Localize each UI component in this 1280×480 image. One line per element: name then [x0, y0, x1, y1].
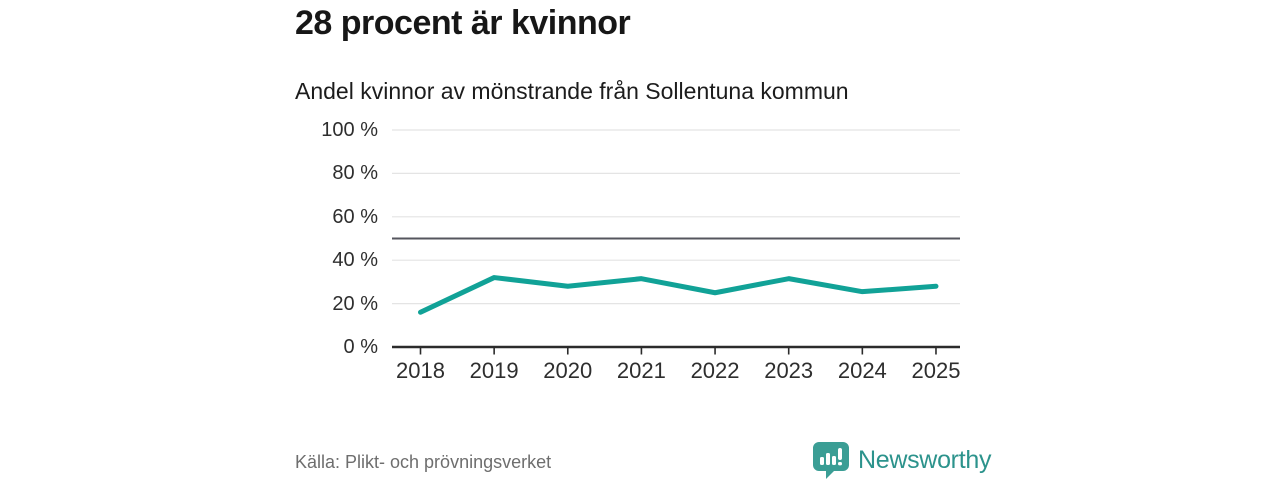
chart-subtitle: Andel kvinnor av mönstrande från Sollent…: [295, 78, 849, 104]
data-line-share-of-women: [418, 275, 939, 315]
brand-logo: Newsworthy: [812, 441, 991, 479]
x-tick-label: 2022: [690, 358, 740, 383]
y-tick-label: 0 %: [343, 336, 378, 358]
y-tick-label: 60 %: [332, 205, 378, 228]
brand-name: Newsworthy: [858, 445, 992, 474]
line-chart-plot: [392, 129, 960, 355]
y-tick-label: 40 %: [332, 249, 378, 272]
x-tick-label: 2018: [396, 358, 445, 383]
y-tick-label: 100 %: [321, 119, 378, 141]
x-tick-label: 2021: [616, 358, 666, 383]
x-tick-label: 2020: [543, 358, 593, 383]
source-note: Källa: Plikt- och prövningsverket: [295, 452, 552, 472]
x-tick-label: 2024: [837, 358, 887, 383]
x-tick-label: 2023: [764, 358, 814, 383]
y-tick-label: 80 %: [332, 162, 378, 185]
x-axis: 2018 2019 2020 2021 2022 2023 2024 2025: [392, 358, 962, 384]
chart-title: 28 procent är kvinnor: [295, 4, 631, 42]
y-tick-label: 20 %: [332, 292, 378, 315]
x-tick-label: 2025: [911, 358, 961, 383]
x-tick-label: 2019: [469, 358, 519, 383]
newsworthy-speech-bubble-bar-chart-icon: [813, 442, 849, 479]
